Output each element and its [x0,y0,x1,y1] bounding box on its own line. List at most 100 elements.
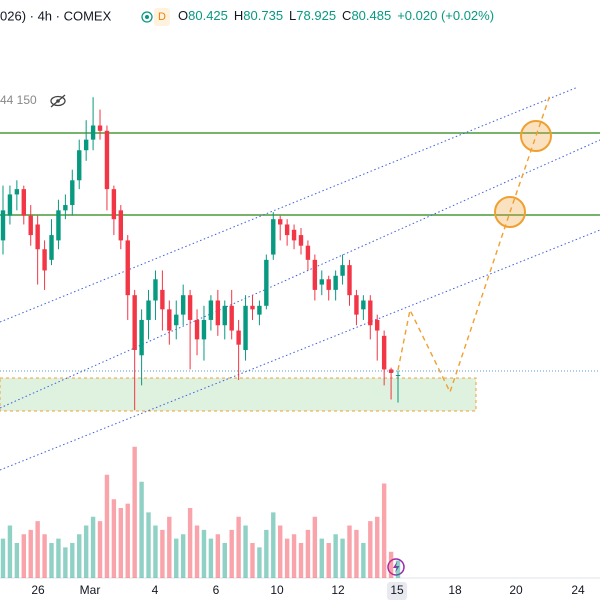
support-zone [0,377,477,412]
projection-path [397,94,551,394]
candle-body [319,279,324,285]
candle-body [354,295,359,315]
candle-body [194,319,200,340]
candle-body [250,305,255,310]
candle-body [49,235,54,260]
candle-body [305,245,311,260]
volume-bar [354,529,359,578]
candle-body [28,215,33,236]
x-tick-label: 20 [509,583,523,597]
candle-body [111,189,117,220]
candle-body [208,300,214,320]
candle-body [139,319,144,356]
volume-bar [347,525,352,578]
drawings [0,86,600,579]
volume-bar [7,525,13,578]
volume-bar [77,534,82,578]
candle-body [333,275,338,290]
candle-body [77,150,82,181]
candle-body [174,314,179,326]
volume-bar [388,551,394,578]
target-circle [494,196,526,228]
candle-body [257,305,262,315]
candle-body [118,210,124,241]
candle-body [326,279,331,290]
candle-body [278,219,283,225]
ohlc-letter: L [289,8,296,23]
x-tick-label: 4 [152,583,159,597]
candle-body [201,319,207,340]
volume-bar [0,538,6,578]
candle-body [146,300,151,320]
candle-body [284,224,290,236]
volume-bar [42,534,47,578]
channel-line [0,139,600,409]
candle-body [104,130,110,190]
volume-bar [340,538,345,578]
status-icon [141,11,153,23]
candle-body [347,265,352,296]
candle-body [215,300,221,326]
target-circle [520,120,552,152]
volume-bar [326,543,331,578]
x-label-highlight [387,582,407,600]
badge: D [158,11,166,23]
candle-body [97,125,103,131]
x-tick-label: 12 [331,583,345,597]
candle-body [56,210,61,241]
candle-body [180,295,186,315]
candle-body [312,259,318,290]
volume-bar [56,538,61,578]
candle-body [236,330,241,345]
ohlc-letter: O [178,8,188,23]
volume-bar [257,547,262,578]
change: +0.020 (+0.02%) [397,8,494,23]
candle-body [381,335,387,370]
candle-body [125,240,130,296]
candle-body [160,289,165,310]
volume-bar [250,543,255,578]
volume-bar [83,525,89,578]
volume-bar [236,516,241,578]
ohlc-letter: H [234,8,243,23]
volume-bar [395,560,401,578]
volume-bar [312,516,318,578]
x-tick-label: 24 [571,583,585,597]
candle-body [375,319,380,331]
volume-bar [139,481,144,578]
volume-bar [174,538,179,578]
candle-body [7,194,13,216]
candle-body [395,374,401,377]
volume-bar [271,512,276,578]
candle-body [222,305,227,326]
x-tick-label: 6 [213,583,220,597]
volume-bar [49,543,54,578]
volume-bar [305,529,311,578]
candle-body [153,279,158,301]
x-tick-label: Mar [80,583,101,597]
volume-bar [194,525,200,578]
candle-body [63,205,68,211]
ohlc-value: 78.925 [296,8,336,23]
candle-body [298,235,304,246]
candle-body [42,249,47,271]
volume-bar [381,483,387,578]
volume-bar [167,516,172,578]
candle-body [21,189,26,216]
volume-bar [146,512,151,578]
volume-bar [63,547,68,578]
volume-bar [375,516,380,578]
ohlc: O80.425 H80.735 L78.925 C80.485 +0.020 (+0.0… [178,8,494,23]
volume-bar [264,529,269,578]
event-icon-bolt [393,561,400,573]
symbol: 026) · 4h · COMEX [0,8,112,23]
hide-icon[interactable] [50,94,66,108]
volume-bar [229,529,234,578]
volume-bar [125,503,130,578]
x-tick-label: 10 [270,583,284,597]
volume-bar [111,499,117,578]
volume-bar [319,538,324,578]
candle-body [132,295,137,350]
volume-bar [118,508,124,578]
